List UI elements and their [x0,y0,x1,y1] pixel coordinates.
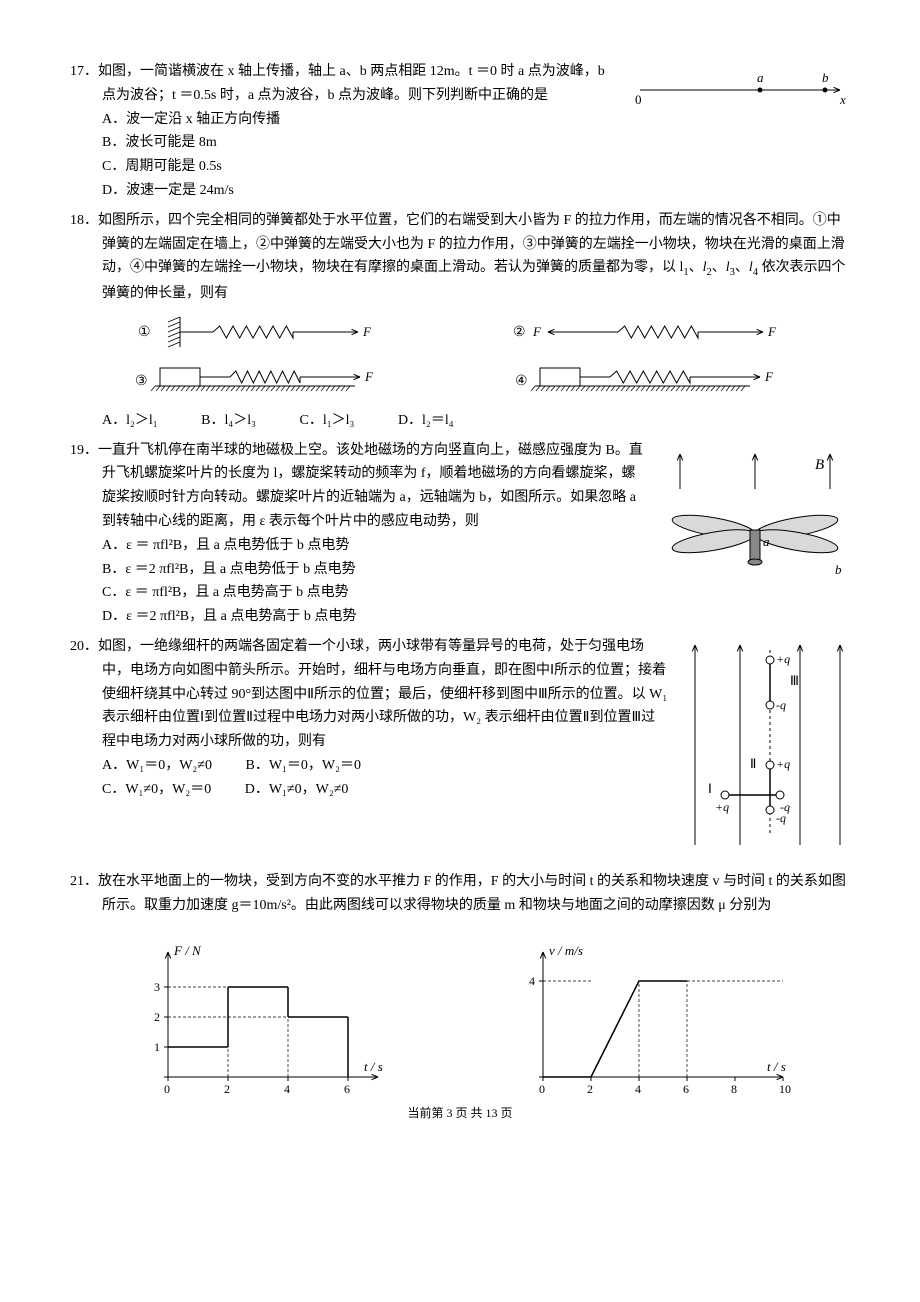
svg-text:0: 0 [164,1082,170,1096]
q19-opt-a: A．ε ＝ πfl²B，且 a 点电势低于 b 点电势 [102,534,648,558]
svg-text:+q: +q [715,800,729,814]
q19-opt-b: B．ε ＝2 πfl²B，且 a 点电势低于 b 点电势 [102,558,648,582]
svg-text:0: 0 [635,92,642,106]
svg-text:+q: +q [776,757,790,771]
svg-text:x: x [839,92,846,106]
q20-opt-d: D．W₁≠0，W₂≠0 [245,778,349,802]
svg-text:F: F [532,324,542,339]
q17-figure: 0 x a b [630,60,850,115]
q20-opt-a: A．W₁＝0，W₂≠0 [102,754,212,778]
q20-opt-c: C．W₁≠0，W₂＝0 [102,778,211,802]
svg-text:b: b [822,70,829,85]
svg-text:①: ① [138,325,151,340]
question-18: 18．如图所示，四个完全相同的弹簧都处于水平位置，它们的右端受到大小皆为 F 的… [70,209,850,433]
q18-springs-row2: ③ F ④ F [70,358,850,403]
q21-stem: 21．放在水平地面上的一物块，受到方向不变的水平推力 F 的作用，F 的大小与时… [70,870,850,918]
svg-text:4: 4 [529,974,535,988]
svg-text:④: ④ [515,374,528,389]
q17-opt-a: A．波一定沿 x 轴正方向传播 [102,108,618,132]
svg-text:F: F [767,324,777,339]
svg-text:+q: +q [776,652,790,666]
q18-opt-c: C．l₁＞l₃ [300,409,355,433]
svg-text:②: ② [513,325,526,340]
q17-opt-c: C．周期可能是 0.5s [102,155,618,179]
q20-stem: 20．如图，一绝缘细杆的两端各固定着一个小球，两小球带有等量异号的电荷，处于匀强… [70,635,668,754]
q19-opt-d: D．ε ＝2 πfl²B，且 a 点电势高于 b 点电势 [102,605,648,629]
q17-opt-d: D．波速一定是 24m/s [102,179,618,203]
svg-text:4: 4 [635,1082,641,1096]
svg-text:4: 4 [284,1082,290,1096]
svg-text:Ⅰ: Ⅰ [708,781,712,796]
svg-text:a: a [757,70,764,85]
q21-charts: F / Nt / s0246810123 v / m/st / s0246810… [70,937,850,1107]
svg-text:Ⅲ: Ⅲ [790,673,799,688]
q18-opt-a: A．l₂＞l₁ [102,409,158,433]
svg-text:1: 1 [154,1040,160,1054]
svg-text:B: B [815,457,824,473]
q17-opt-b: B．波长可能是 8m [102,131,618,155]
svg-text:-q: -q [776,698,786,712]
velocity-chart: v / m/s t / s 0 2 4 6 8 10 4 [503,937,793,1107]
q17-stem: 17．如图，一简谐横波在 x 轴上传播，轴上 a、b 两点相距 12m。t ＝0… [70,60,618,108]
svg-text:t / s: t / s [364,1059,383,1074]
question-21: 21．放在水平地面上的一物块，受到方向不变的水平推力 F 的作用，F 的大小与时… [70,870,850,1108]
svg-text:F / N: F / N [173,943,202,958]
svg-text:t / s: t / s [767,1059,786,1074]
question-19: 19．一直升飞机停在南半球的地磁极上空。该处地磁场的方向竖直向上，磁感应强度为 … [70,439,850,629]
q18-stem: 18．如图所示，四个完全相同的弹簧都处于水平位置，它们的右端受到大小皆为 F 的… [70,209,850,306]
svg-text:b: b [835,562,842,577]
svg-text:3: 3 [154,980,160,994]
q18-opt-d: D．l₂＝l₄ [398,409,454,433]
q19-opt-c: C．ε ＝ πfl²B，且 a 点电势高于 b 点电势 [102,581,648,605]
svg-text:8: 8 [731,1082,737,1096]
q19-stem: 19．一直升飞机停在南半球的地磁极上空。该处地磁场的方向竖直向上，磁感应强度为 … [70,439,648,534]
svg-text:2: 2 [154,1010,160,1024]
svg-text:6: 6 [344,1082,350,1096]
svg-text:F: F [764,369,774,384]
q20-figure: +q-qⅢ+q-qⅡ+q-qⅠ [680,635,850,864]
question-17: 17．如图，一简谐横波在 x 轴上传播，轴上 a、b 两点相距 12m。t ＝0… [70,60,850,203]
svg-text:v / m/s: v / m/s [549,943,583,958]
q18-opt-b: B．l₄＞l₃ [201,409,256,433]
svg-text:a: a [763,534,770,549]
svg-text:2: 2 [224,1082,230,1096]
svg-text:③: ③ [135,374,148,389]
q19-figure: Ba b [660,439,850,618]
svg-text:-q: -q [780,800,790,814]
svg-text:6: 6 [683,1082,689,1096]
svg-text:F: F [362,324,372,339]
svg-text:F: F [364,369,374,384]
q17-num: 17． [70,64,98,79]
q18-springs-row1: ①F ②FF [70,312,850,352]
svg-text:2: 2 [587,1082,593,1096]
q18-options: A．l₂＞l₁ B．l₄＞l₃ C．l₁＞l₃ D．l₂＝l₄ [102,409,850,433]
question-20: 20．如图，一绝缘细杆的两端各固定着一个小球，两小球带有等量异号的电荷，处于匀强… [70,635,850,864]
svg-text:Ⅱ: Ⅱ [750,756,756,771]
svg-text:10: 10 [779,1082,791,1096]
q20-opt-b: B．W₁＝0，W₂＝0 [245,754,361,778]
svg-text:0: 0 [539,1082,545,1096]
force-chart: F / Nt / s0246810123 [128,937,388,1107]
